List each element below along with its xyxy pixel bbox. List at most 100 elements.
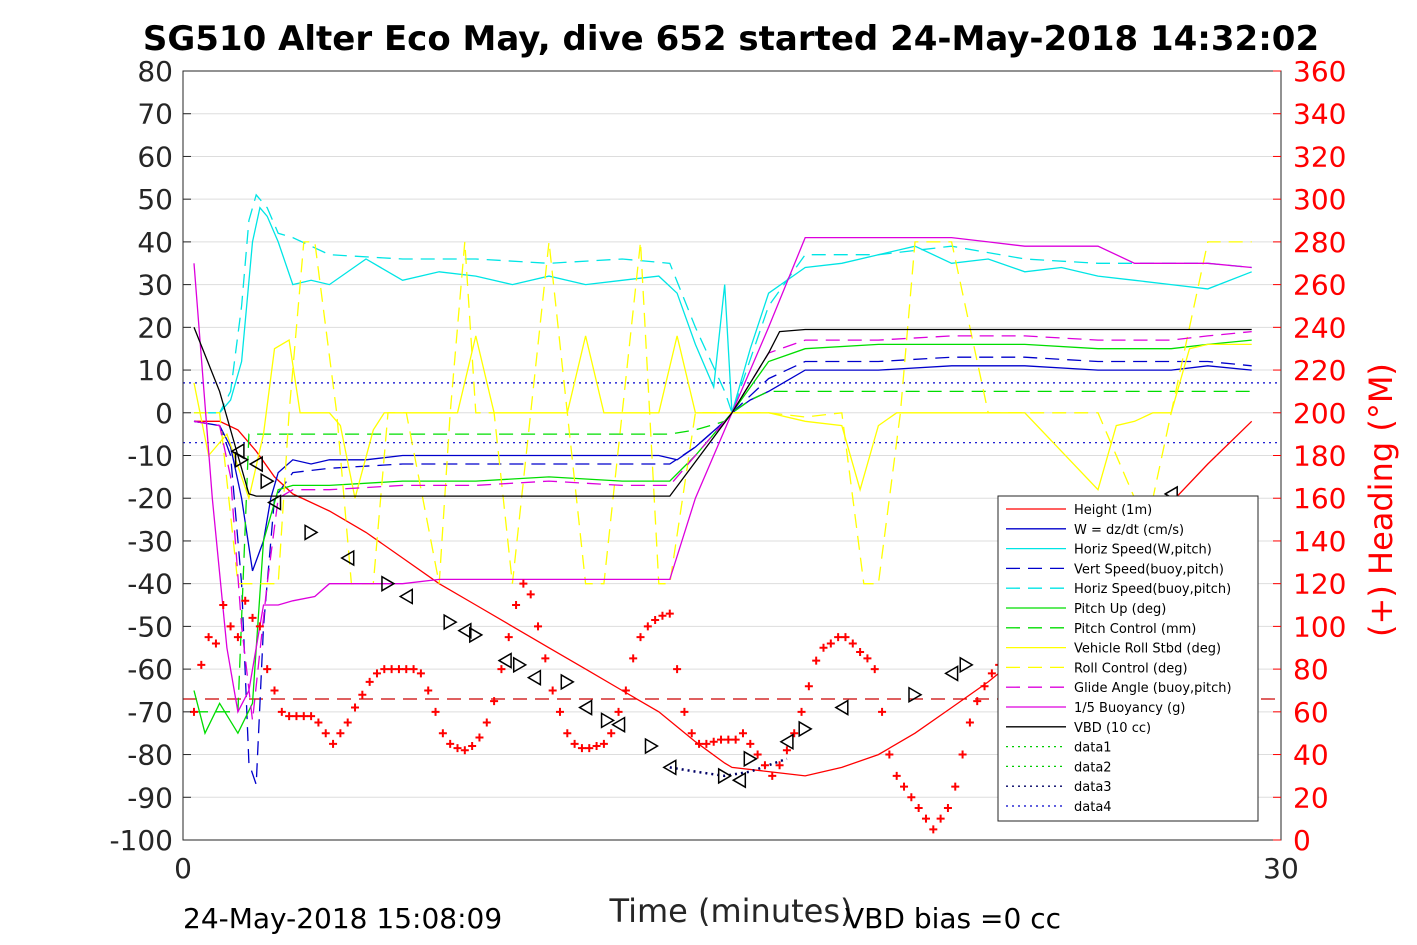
heading-point <box>863 654 872 663</box>
triangle-marker <box>662 759 677 776</box>
y-right-tick-label: 80 <box>1293 653 1329 686</box>
heading-point <box>709 737 718 746</box>
legend-label: data1 <box>1074 741 1112 756</box>
heading-point <box>746 739 755 748</box>
y-tick-label: 30 <box>137 269 173 302</box>
triangle-marker <box>457 622 472 639</box>
y-right-tick-label: 320 <box>1293 140 1346 173</box>
series-pitch-control-mm <box>194 390 1252 713</box>
series-vehicle-roll-stbd-deg <box>193 335 1252 501</box>
heading-point <box>248 613 257 622</box>
triangle-marker <box>600 712 616 729</box>
heading-point <box>782 746 791 755</box>
heading-point <box>936 814 945 823</box>
heading-point <box>819 643 828 652</box>
series-roll-control-deg <box>194 241 1252 585</box>
heading-point <box>189 707 198 716</box>
heading-point <box>219 601 228 610</box>
heading-point <box>665 609 674 618</box>
y-right-tick-label: 100 <box>1293 610 1346 643</box>
heading-point <box>241 596 250 605</box>
legend-label: Horiz Speed(W,pitch) <box>1074 543 1212 558</box>
heading-point <box>914 803 923 812</box>
heading-point <box>943 803 952 812</box>
heading-point <box>446 739 455 748</box>
series-vbd-10-cc <box>193 327 1252 497</box>
heading-point <box>592 742 601 751</box>
heading-point <box>900 782 909 791</box>
legend-label: Height (1m) <box>1074 503 1152 518</box>
heading-point <box>673 665 682 674</box>
heading-point <box>548 686 557 695</box>
triangle-marker <box>443 613 458 631</box>
legend-label: Horiz Speed(buoy,pitch) <box>1074 582 1231 597</box>
heading-point <box>394 665 403 674</box>
heading-point <box>797 707 806 716</box>
triangle-marker <box>398 588 414 605</box>
heading-point <box>951 782 960 791</box>
series-glide-angle-buoy-pitch <box>193 330 1252 721</box>
y-right-tick-label: 160 <box>1293 482 1346 515</box>
y-right-tick-label: 0 <box>1293 824 1311 857</box>
triangle-marker <box>248 455 263 473</box>
heading-point <box>504 633 513 642</box>
heading-point <box>321 729 330 738</box>
heading-point <box>490 697 499 706</box>
triangle-marker <box>469 626 484 644</box>
heading-point <box>358 690 367 699</box>
triangle-marker <box>644 737 659 755</box>
heading-point <box>270 686 279 695</box>
heading-point <box>424 686 433 695</box>
heading-point <box>365 677 374 686</box>
heading-point <box>885 750 894 759</box>
triangle-marker <box>234 451 250 469</box>
y-axis-right-ticks: 3603403203002802602402202001801601401201… <box>1273 55 1346 857</box>
heading-point <box>760 761 769 770</box>
heading-point <box>555 707 564 716</box>
triangle-marker <box>717 767 733 785</box>
heading-point <box>929 825 938 834</box>
heading-point <box>687 729 696 738</box>
heading-point <box>285 712 294 721</box>
heading-point <box>416 669 425 678</box>
y-tick-label: 80 <box>137 55 173 88</box>
x-tick-label: 0 <box>174 852 192 885</box>
chart-title: SG510 Alter Eco May, dive 652 started 24… <box>143 19 1319 59</box>
legend-label: Vert Speed(buoy,pitch) <box>1074 562 1224 577</box>
triangle-marker <box>743 750 758 768</box>
y-tick-label: -80 <box>127 739 173 772</box>
triangle-marker <box>340 549 355 567</box>
heading-point <box>980 682 989 691</box>
legend-label: data4 <box>1074 800 1112 815</box>
heading-point <box>307 712 316 721</box>
heading-point <box>277 707 286 716</box>
y-axis-right-label: (+) Heading (°M) <box>1362 363 1400 637</box>
heading-point <box>856 648 865 657</box>
heading-point <box>387 665 396 674</box>
y-right-tick-label: 340 <box>1293 98 1346 131</box>
triangle-marker <box>304 524 319 541</box>
series-w-dz-dt-cm-s <box>193 365 1252 572</box>
heading-point <box>717 735 726 744</box>
heading-point <box>848 639 857 648</box>
series-data3 <box>669 757 788 778</box>
heading-point <box>775 761 784 770</box>
y-right-tick-label: 260 <box>1293 269 1346 302</box>
heading-point <box>878 707 887 716</box>
heading-point <box>204 633 213 642</box>
heading-point <box>599 739 608 748</box>
heading-point <box>812 656 821 665</box>
heading-point <box>211 639 220 648</box>
y-tick-label: 40 <box>137 226 173 259</box>
heading-point <box>724 735 733 744</box>
series-vert-speed-buoy-pitch <box>193 356 1252 785</box>
heading-point <box>921 814 930 823</box>
heading-point <box>768 771 777 780</box>
triangle-marker <box>611 716 626 733</box>
legend-label: Glide Angle (buoy,pitch) <box>1074 681 1232 696</box>
heading-point <box>299 712 308 721</box>
legend-label: 1/5 Buoyancy (g) <box>1074 701 1185 716</box>
heading-point <box>563 729 572 738</box>
series-pitch-up-deg <box>193 339 1252 736</box>
y-tick-label: 70 <box>137 98 173 131</box>
